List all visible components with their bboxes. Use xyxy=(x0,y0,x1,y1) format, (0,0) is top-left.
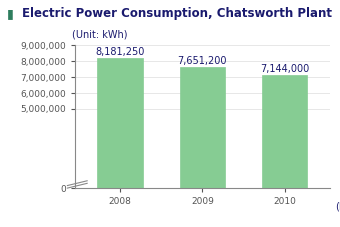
Text: 7,651,200: 7,651,200 xyxy=(177,56,227,66)
Bar xyxy=(262,75,307,188)
Text: Electric Power Consumption, Chatsworth Plant: Electric Power Consumption, Chatsworth P… xyxy=(22,7,332,20)
Text: (FY): (FY) xyxy=(335,201,340,211)
Bar xyxy=(98,58,143,188)
Text: 7,144,000: 7,144,000 xyxy=(260,64,309,74)
Text: 8,181,250: 8,181,250 xyxy=(95,47,145,57)
Text: ▮: ▮ xyxy=(7,7,14,20)
Bar xyxy=(180,67,225,188)
Text: (Unit: kWh): (Unit: kWh) xyxy=(72,30,128,40)
